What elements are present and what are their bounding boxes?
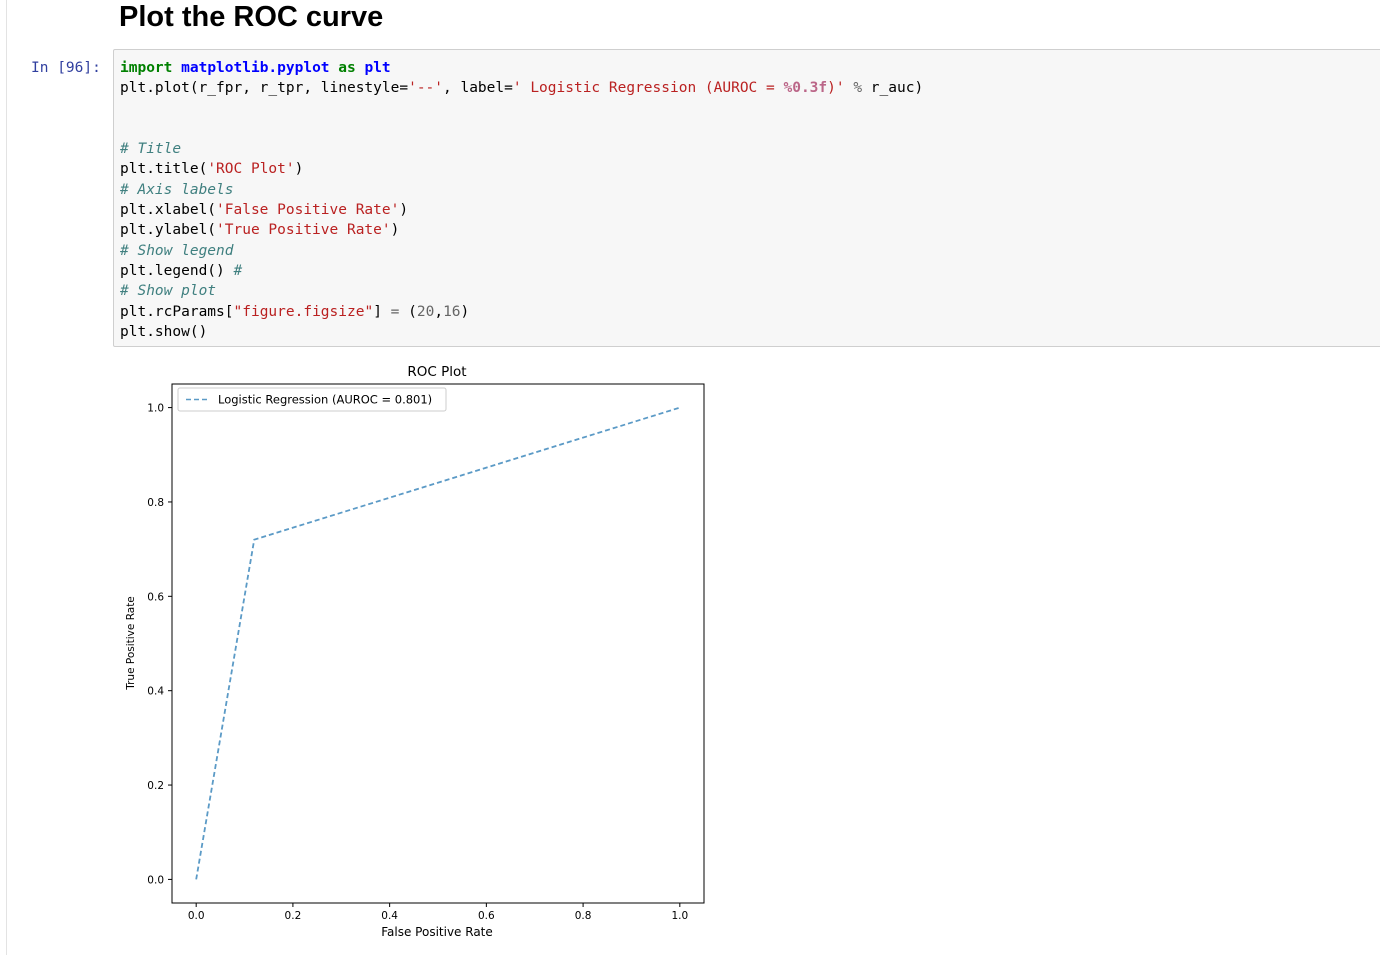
x-tick-label: 0.2	[285, 910, 302, 922]
code-token: )	[390, 222, 400, 239]
code-line: plt.title('ROC Plot')	[120, 159, 923, 179]
y-axis-label: True Positive Rate	[125, 596, 137, 691]
y-tick-label: 0.8	[147, 497, 164, 509]
x-tick-label: 1.0	[671, 910, 688, 922]
code-line	[120, 99, 923, 119]
code-token: )	[399, 202, 409, 219]
code-token: ,	[434, 303, 444, 320]
code-token: # Axis labels	[120, 181, 234, 198]
notebook-left-border	[6, 0, 7, 955]
code-line: plt.legend() #	[120, 261, 923, 281]
legend-box	[177, 387, 447, 412]
code-token: plt.show()	[120, 323, 208, 340]
y-tick-label: 0.4	[147, 686, 164, 698]
code-token: , label=	[443, 80, 513, 97]
code-token: plt.legend()	[120, 262, 234, 279]
series-group	[195, 406, 681, 880]
code-line: # Show legend	[120, 241, 923, 261]
code-token: "figure.figsize"	[233, 303, 374, 320]
axes-frame	[171, 383, 705, 904]
y-axis-ticks: 0.0 0.2 0.4 0.6 0.8 1.0	[147, 403, 172, 886]
plot-output: ROC Plot 0.0 0.2 0.4 0.6 0.8 1.0 0.0 0.2 0.4 0.6…	[110, 355, 720, 954]
code-token: 20	[416, 303, 435, 320]
x-tick-label: 0.4	[381, 910, 398, 922]
chart-title: ROC Plot	[407, 364, 466, 380]
code-line: plt.rcParams["figure.figsize"] = (20,16)	[120, 302, 923, 322]
x-tick-label: 0.0	[188, 910, 205, 922]
code-line: plt.xlabel('False Positive Rate')	[120, 200, 923, 220]
code-line: plt.ylabel('True Positive Rate')	[120, 220, 923, 240]
code-token: 16	[443, 303, 461, 320]
y-tick-label: 0.0	[147, 874, 164, 886]
code-token: )	[294, 161, 304, 178]
legend: Logistic Regression (AUROC = 0.801)	[177, 387, 447, 412]
code-token: plt.title(	[120, 161, 208, 178]
code-token: ]	[373, 303, 391, 320]
x-tick-label: 0.8	[575, 910, 592, 922]
y-tick-label: 1.0	[147, 403, 164, 415]
legend-entry-label: Logistic Regression (AUROC = 0.801)	[218, 393, 432, 407]
code-token: %0.3f	[783, 80, 828, 97]
roc-curve-line	[195, 406, 681, 880]
x-tick-label: 0.6	[478, 910, 495, 922]
code-token: matplotlib.pyplot	[181, 60, 330, 76]
code-token: #	[233, 262, 243, 279]
code-token: %	[853, 80, 863, 97]
code-token: ' Logistic Regression (AUROC =	[512, 80, 784, 97]
code-token: # Title	[120, 141, 182, 158]
code-token: import	[120, 60, 173, 76]
code-token: (	[399, 303, 417, 320]
code-token: =	[390, 303, 400, 320]
code-token: )'	[827, 80, 845, 97]
y-tick-label: 0.6	[147, 591, 164, 603]
code-line: plt.plot(r_fpr, r_tpr, linestyle='--', l…	[120, 78, 923, 98]
y-tick-label: 0.2	[147, 780, 164, 792]
markdown-heading: Plot the ROC curve	[119, 1, 384, 33]
code-token	[330, 60, 339, 76]
code-token: plt.ylabel(	[120, 222, 217, 239]
code-line: # Show plot	[120, 281, 923, 301]
code-token: # Show plot	[120, 283, 217, 300]
code-line: import matplotlib.pyplot as plt	[120, 58, 923, 78]
x-axis-ticks: 0.0 0.2 0.4 0.6 0.8 1.0	[188, 903, 688, 922]
roc-chart: ROC Plot 0.0 0.2 0.4 0.6 0.8 1.0 0.0 0.2 0.4 0.6…	[125, 364, 705, 939]
code-token: )	[460, 303, 470, 320]
code-token: # Show legend	[120, 242, 234, 259]
code-token: 'ROC Plot'	[207, 161, 295, 178]
code-token: '--'	[408, 80, 444, 97]
code-editor[interactable]: import matplotlib.pyplot as plt plt.plot(…	[120, 58, 923, 342]
code-token: as	[338, 60, 356, 76]
cell-input-prompt: In [96]:	[31, 60, 101, 76]
code-token: plt.xlabel(	[120, 202, 217, 219]
x-axis-label: False Positive Rate	[381, 925, 493, 939]
code-token: r_auc)	[862, 80, 924, 97]
code-token: plt.plot(r_fpr, r_tpr, linestyle=	[120, 80, 409, 97]
code-token: plt	[364, 60, 391, 76]
code-token	[172, 60, 181, 76]
code-line: plt.show()	[120, 322, 923, 342]
code-line: # Axis labels	[120, 180, 923, 200]
code-token: plt.rcParams[	[120, 303, 234, 320]
code-line: # Title	[120, 139, 923, 159]
code-token: 'False Positive Rate'	[216, 202, 400, 219]
code-cell-input-area[interactable]	[113, 49, 1380, 347]
code-token: 'True Positive Rate'	[216, 222, 391, 239]
code-line	[120, 119, 923, 139]
